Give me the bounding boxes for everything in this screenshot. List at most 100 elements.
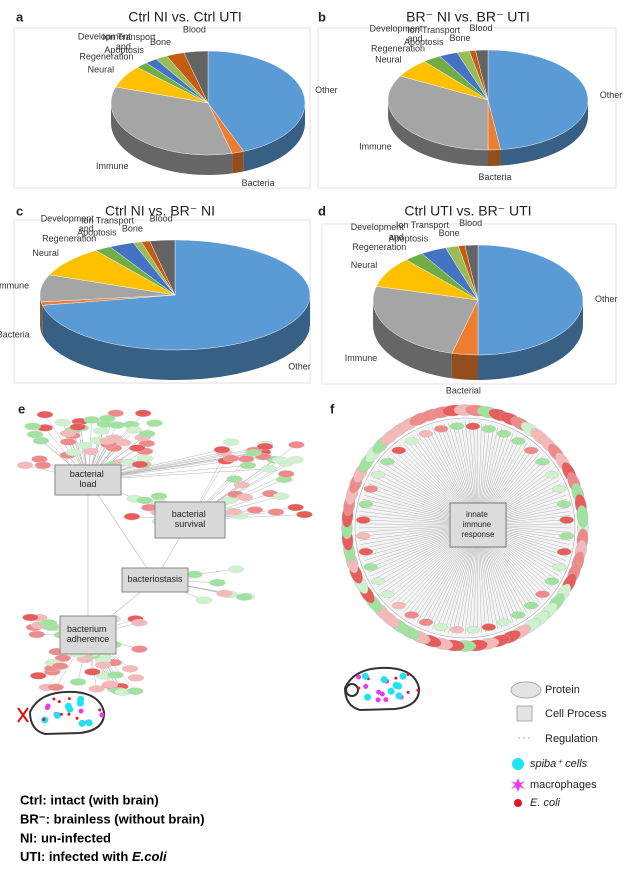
protein-node bbox=[69, 678, 87, 686]
pie-label: Other bbox=[600, 90, 623, 100]
process-box bbox=[154, 501, 226, 539]
protein-node bbox=[356, 516, 371, 524]
cell-dot bbox=[64, 702, 72, 710]
pie-label: Bone bbox=[122, 224, 143, 234]
pie-label-line: Bacteria bbox=[479, 172, 512, 182]
protein-node bbox=[544, 471, 560, 479]
pie-slice bbox=[183, 50, 209, 104]
protein-node bbox=[107, 671, 124, 679]
protein-node bbox=[125, 426, 143, 434]
process-label: innate immune response bbox=[462, 510, 495, 539]
pie-label-line: and bbox=[389, 232, 407, 242]
pie-label: Development and Regeneration bbox=[78, 32, 134, 62]
pie-label-line: Blood bbox=[183, 25, 206, 35]
legend-label: Regulation bbox=[545, 733, 598, 745]
pie-label-line: Bone bbox=[439, 228, 460, 238]
protein-node bbox=[557, 500, 572, 508]
protein-node bbox=[131, 619, 148, 627]
pie-label-line: Bone bbox=[122, 224, 143, 234]
cell-dot bbox=[399, 672, 407, 680]
legend-label: Cell Process bbox=[545, 708, 607, 720]
protein-node bbox=[544, 577, 560, 585]
pie-slice bbox=[149, 239, 176, 296]
process-box bbox=[121, 567, 189, 593]
protein-node bbox=[88, 685, 105, 693]
protein-node bbox=[356, 532, 371, 540]
pie-slice-side bbox=[243, 103, 305, 172]
pies: Ctrl NI vs. Ctrl UTI Other Bacteria Immune N… bbox=[0, 9, 622, 396]
cell-dot bbox=[53, 711, 61, 719]
process-box bbox=[59, 615, 117, 655]
pie-slice-side bbox=[500, 100, 588, 166]
cell-dot bbox=[406, 690, 410, 694]
pie-label-line: Regeneration bbox=[79, 52, 133, 62]
pie-label: Blood bbox=[459, 219, 482, 229]
pie-label: Immune bbox=[0, 281, 29, 291]
cell-dot bbox=[356, 674, 362, 680]
protein-node bbox=[418, 618, 434, 626]
legend-macrophage-icon bbox=[511, 778, 525, 792]
pie-slice bbox=[110, 86, 233, 156]
cell-dot bbox=[78, 708, 84, 714]
pie-slice bbox=[372, 286, 479, 354]
protein-node bbox=[51, 662, 69, 670]
pie-label-line: Immune bbox=[345, 353, 378, 363]
pie-label: Apoptosis bbox=[389, 234, 429, 244]
protein-node bbox=[213, 446, 231, 454]
pie-label-line: Development bbox=[78, 32, 134, 42]
legend-label: macrophages bbox=[530, 779, 597, 791]
pie-slice bbox=[464, 244, 479, 301]
note: BR⁻: brainless (without brain) bbox=[20, 811, 205, 826]
protein-node bbox=[404, 437, 419, 445]
protein-node bbox=[108, 421, 126, 429]
pie-label-line: Other bbox=[288, 362, 311, 372]
pie-slice-side bbox=[111, 103, 233, 175]
pie-slice-side bbox=[373, 300, 452, 379]
pie-slice-side bbox=[42, 295, 310, 380]
process-box bbox=[449, 502, 507, 548]
cell-dot bbox=[78, 719, 86, 727]
protein-node bbox=[216, 589, 233, 598]
pie-label: Bacteria bbox=[0, 330, 30, 340]
protein-node bbox=[225, 508, 243, 516]
protein-node bbox=[131, 645, 148, 653]
protein-node bbox=[496, 618, 512, 626]
cell-dot bbox=[394, 676, 398, 680]
panel-frame bbox=[321, 223, 617, 385]
protein-node bbox=[107, 409, 124, 417]
pie-slice-side bbox=[40, 295, 42, 332]
pie-slice bbox=[42, 239, 311, 351]
cell-dot bbox=[375, 697, 381, 703]
chart-title: Ctrl NI vs. Ctrl UTI bbox=[128, 9, 242, 25]
note: NI: un-infected bbox=[20, 830, 111, 845]
protein-node bbox=[496, 430, 512, 438]
protein-node bbox=[47, 683, 64, 691]
protein-node bbox=[36, 410, 54, 419]
protein-node bbox=[16, 461, 34, 469]
protein-node bbox=[60, 438, 77, 446]
panel-label: a bbox=[16, 9, 24, 24]
legend-protein-icon bbox=[510, 681, 542, 699]
protein-node bbox=[449, 422, 465, 430]
protein-node bbox=[363, 485, 378, 493]
pie-label: Immune bbox=[345, 353, 378, 363]
pie-label-line: Ion Transport bbox=[81, 216, 135, 226]
protein-node bbox=[238, 455, 255, 463]
protein-node bbox=[524, 601, 539, 610]
protein-node bbox=[449, 626, 465, 634]
protein-node bbox=[93, 427, 110, 435]
process-label-line: bacterial bbox=[172, 509, 209, 519]
process-label-line: innate bbox=[466, 510, 490, 519]
protein-node bbox=[434, 623, 449, 631]
pie-label-line: Immune bbox=[359, 142, 392, 152]
brain-cells bbox=[41, 672, 420, 727]
legend-process-icon bbox=[516, 705, 533, 722]
process-label-line: load bbox=[79, 479, 96, 489]
note: Ctrl: intact (with brain) bbox=[20, 792, 159, 807]
pie-label: Neural bbox=[351, 260, 378, 270]
pie-label: Bacteria bbox=[242, 178, 275, 188]
cell-dot bbox=[357, 686, 361, 690]
protein-node bbox=[271, 456, 289, 464]
pie-slice-side bbox=[41, 301, 43, 336]
